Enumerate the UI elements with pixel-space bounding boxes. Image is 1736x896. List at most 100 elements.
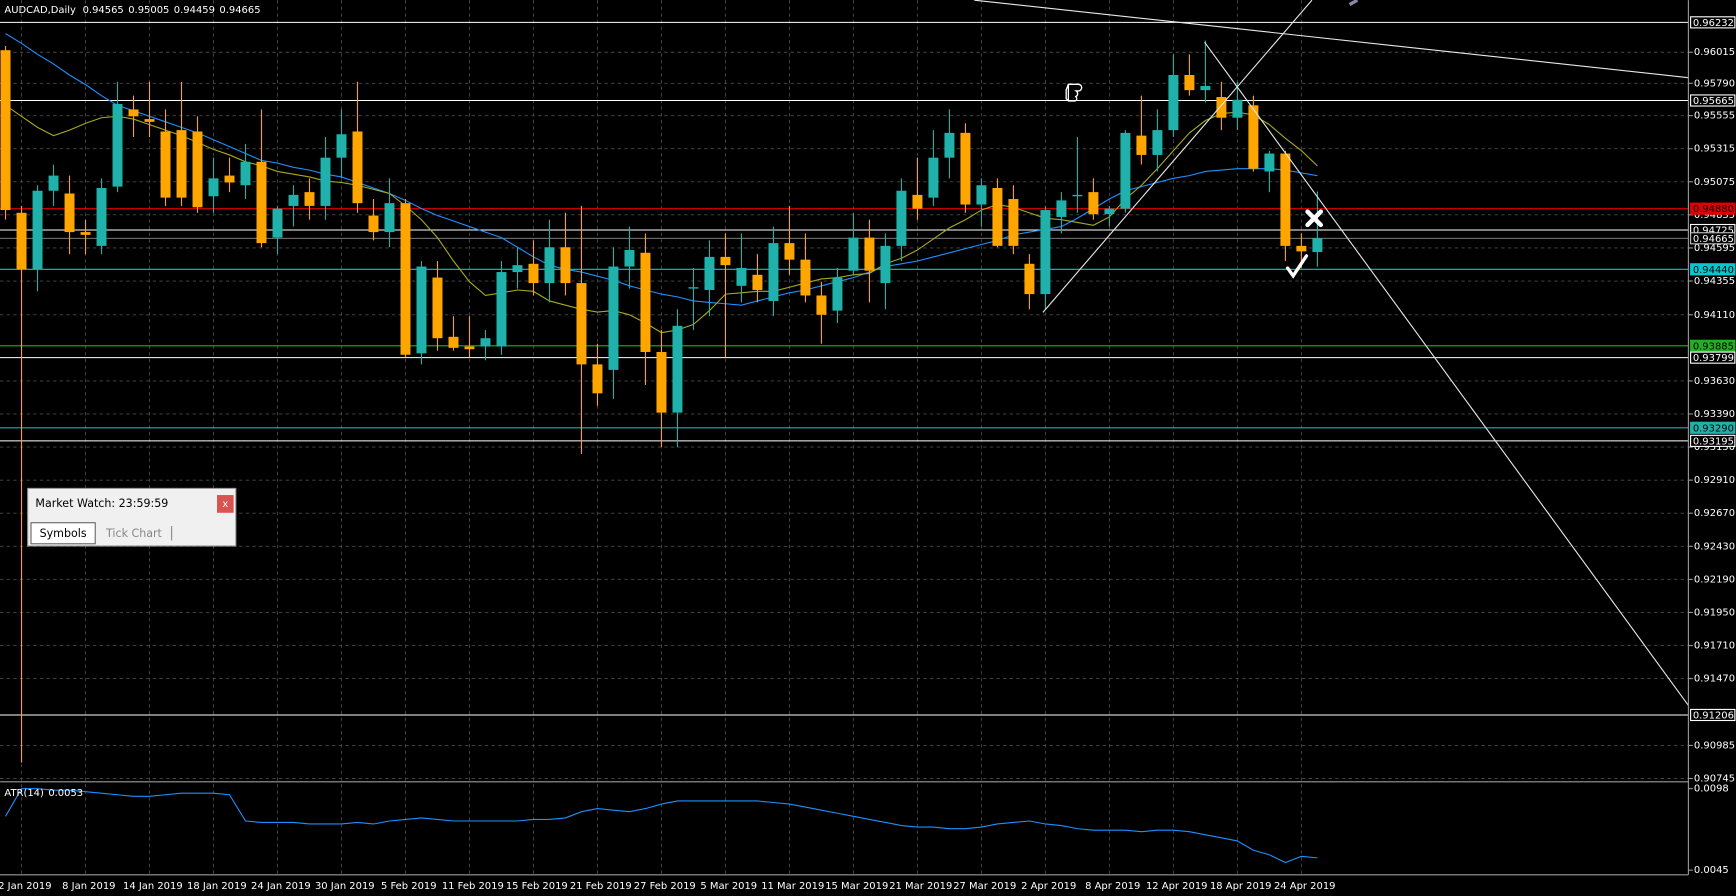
- level-label-box: [1690, 339, 1736, 352]
- candle-body: [128, 109, 139, 117]
- level-label: 0.95665: [1693, 96, 1734, 107]
- level-label-box: [1690, 708, 1736, 722]
- candle-body: [96, 187, 107, 246]
- last-open: 0.94565: [83, 5, 124, 16]
- x-tick-label: 14 Jan 2019: [123, 881, 183, 892]
- candle-body: [112, 103, 123, 187]
- candle-body: [816, 295, 827, 315]
- x-tick-label: 11 Mar 2019: [761, 881, 824, 892]
- x-tick-label: 27 Mar 2019: [953, 881, 1016, 892]
- level-label: 0.93799: [1693, 353, 1734, 364]
- candle-body: [352, 131, 363, 204]
- candle-body: [32, 190, 43, 270]
- grid: [0, 0, 1689, 875]
- level-label-box: [1690, 94, 1736, 107]
- candle-body: [752, 274, 763, 290]
- candle-body: [1264, 153, 1275, 172]
- candle-body: [64, 193, 75, 233]
- y-tick-label: 0.0045: [1694, 865, 1729, 876]
- bid-label-box: [1690, 232, 1736, 245]
- y-tick-label: 0.92190: [1694, 574, 1735, 585]
- candle-body: [512, 265, 523, 273]
- candle-body: [560, 247, 571, 284]
- candle-body: [960, 132, 971, 205]
- x-tick-label: 18 Apr 2019: [1210, 881, 1272, 892]
- candle-body: [528, 263, 539, 284]
- level-label-box: [1690, 421, 1736, 434]
- tab-label[interactable]: Tick Chart: [105, 527, 163, 540]
- candle-body: [1168, 74, 1179, 131]
- candle-body: [448, 336, 459, 348]
- moving-average: [5, 33, 1318, 306]
- candle-body: [624, 250, 635, 267]
- window-title: Market Watch: 23:59:59: [35, 497, 168, 510]
- candle-body: [1136, 135, 1147, 155]
- symbol-title: AUDCAD,Daily: [4, 5, 76, 16]
- candle-body: [1200, 86, 1211, 91]
- y-tick-label: 0.96015: [1694, 47, 1735, 58]
- x-tick-label: 15 Mar 2019: [825, 881, 888, 892]
- candle-body: [16, 212, 27, 270]
- candle-body: [1152, 130, 1163, 155]
- candle-body: [608, 266, 619, 370]
- y-tick-label: 0.91950: [1694, 607, 1735, 618]
- atr-title: ATR(14): [4, 788, 44, 799]
- candle-body: [576, 283, 587, 365]
- candle-body: [288, 194, 299, 206]
- candle-body: [496, 272, 507, 347]
- tab-label[interactable]: Symbols: [40, 527, 87, 540]
- atr-line: [5, 788, 1318, 864]
- x-tick-label: 27 Feb 2019: [634, 881, 696, 892]
- level-label-box: [1690, 16, 1736, 29]
- trend-line: [1204, 41, 1689, 706]
- candle-body: [720, 256, 731, 266]
- candle-body: [240, 161, 251, 186]
- tab[interactable]: [30, 522, 96, 545]
- candle-body: [272, 208, 283, 238]
- y-tick-label: 0.95315: [1694, 144, 1735, 155]
- candle-body: [320, 157, 331, 206]
- candle-body: [416, 266, 427, 354]
- atr-last: 0.0053: [48, 788, 83, 799]
- candle-body: [1280, 153, 1291, 246]
- candle-body: [848, 237, 859, 271]
- candle-body: [656, 351, 667, 413]
- x-tick-label: 2 Jan 2019: [0, 881, 52, 892]
- candle-body: [256, 161, 267, 244]
- level-label-box: [1690, 263, 1736, 276]
- last-low: 0.94459: [174, 5, 215, 16]
- candle-body: [1296, 245, 1307, 252]
- candle-body: [1104, 208, 1115, 215]
- x-tick-label: 5 Mar 2019: [700, 881, 757, 892]
- x-tick-label: 15 Feb 2019: [506, 881, 568, 892]
- candle-body: [912, 194, 923, 209]
- candle-body: [992, 187, 1003, 246]
- level-label: 0.91206: [1693, 711, 1734, 722]
- candle-body: [832, 277, 843, 311]
- y-tick-label: 0.95790: [1694, 78, 1735, 89]
- axes: 0.96015 0.95790 0.95555 0.95315 0.95075 0.948…: [0, 16, 1736, 892]
- candle-body: [1040, 210, 1051, 295]
- candle-body: [1216, 97, 1227, 118]
- close-button[interactable]: [217, 495, 234, 513]
- x-tick-label: 18 Jan 2019: [187, 881, 247, 892]
- candle-body: [0, 50, 11, 211]
- candle-body: [48, 175, 59, 191]
- candle-body: [1120, 132, 1131, 209]
- candle-body: [176, 130, 187, 198]
- y-tick-label: 0.91710: [1694, 641, 1735, 652]
- candle-body: [1232, 99, 1243, 118]
- x-tick-label: 24 Jan 2019: [251, 881, 311, 892]
- candle-body: [160, 131, 171, 198]
- y-tick-label: 0.94355: [1694, 276, 1735, 287]
- candle-body: [688, 287, 699, 289]
- close-label[interactable]: x: [222, 499, 228, 510]
- candle-body: [672, 325, 683, 413]
- candle-body: [368, 215, 379, 233]
- candle-body: [336, 134, 347, 158]
- candle-body: [880, 245, 891, 284]
- candle-body: [384, 203, 395, 233]
- level-label-box: [1690, 202, 1736, 215]
- candle-body: [896, 190, 907, 246]
